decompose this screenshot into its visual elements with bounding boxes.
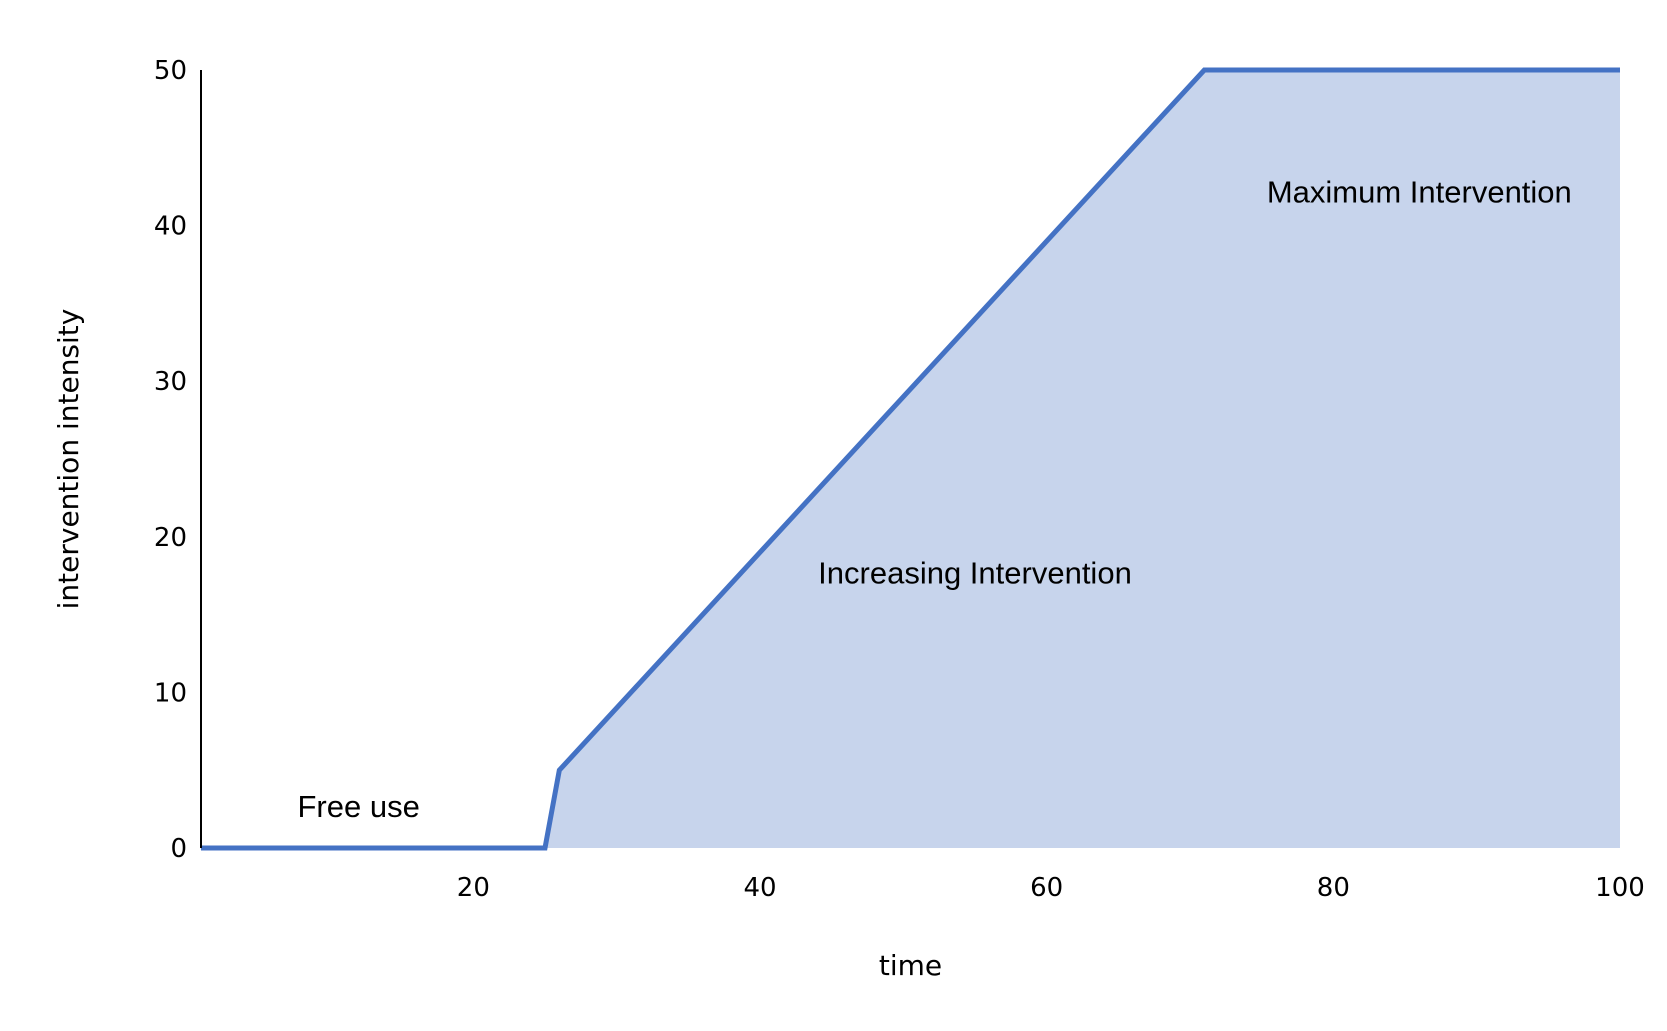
x-tick-label: 20 xyxy=(457,873,490,903)
y-tick-label: 20 xyxy=(154,523,187,553)
y-axis-title: intervention intensity xyxy=(52,309,85,610)
y-tick-label: 40 xyxy=(154,212,187,242)
area-fill xyxy=(201,70,1620,848)
y-tick-labels: 0 10 20 30 40 50 xyxy=(154,56,187,864)
y-tick-label: 30 xyxy=(154,367,187,397)
series-line xyxy=(201,67,1620,851)
x-tick-label: 60 xyxy=(1030,873,1063,903)
annotations: Free use Increasing Intervention Maximum I… xyxy=(297,174,1571,824)
y-tick-label: 50 xyxy=(154,56,187,86)
x-tick-label: 40 xyxy=(743,873,776,903)
x-tick-labels: 20 40 60 80 100 xyxy=(457,873,1645,903)
x-tick-label: 100 xyxy=(1595,873,1645,903)
x-tick-label: 80 xyxy=(1317,873,1350,903)
y-tick-label: 10 xyxy=(154,678,187,708)
annotation-label: Maximum Intervention xyxy=(1267,174,1572,209)
y-tick-label: 0 xyxy=(170,834,187,864)
annotation-label: Increasing Intervention xyxy=(818,555,1132,590)
plot-area xyxy=(201,67,1620,851)
annotation-label: Free use xyxy=(297,789,419,824)
x-axis-title: time xyxy=(879,949,942,982)
